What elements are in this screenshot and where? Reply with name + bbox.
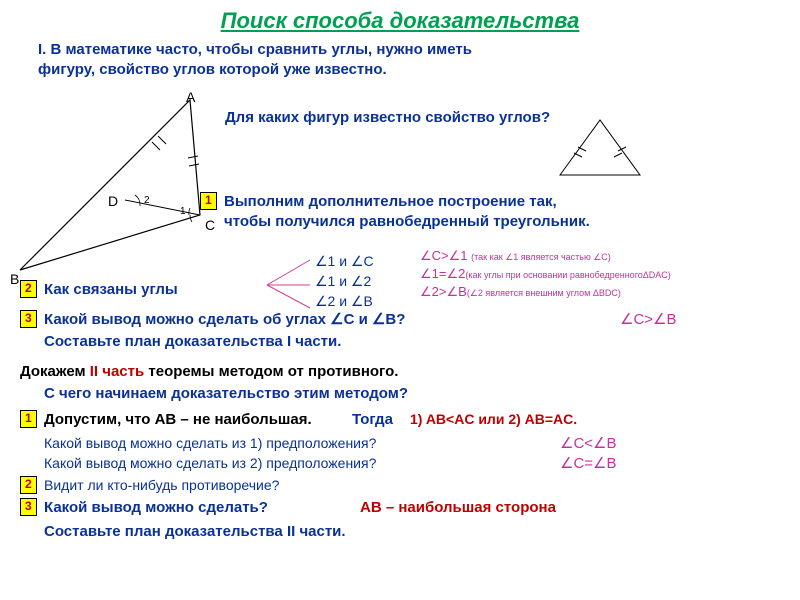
options-text: 1) AB<AC или 2) AB=AC. <box>410 410 577 428</box>
plan-1: Составьте план доказательства I части. <box>44 332 341 352</box>
step-2-num: 2 <box>20 280 37 298</box>
step-1b-text: чтобы получился равнобедренный треугольн… <box>224 212 590 232</box>
step-3-num: 3 <box>20 310 37 328</box>
label-c: C <box>205 216 215 234</box>
conclusion-1: ∠C>∠B <box>620 310 677 330</box>
step-1-text: Выполним дополнительное построение так, <box>224 192 557 212</box>
question-7: Видит ли кто-нибудь противоречие? <box>44 476 279 494</box>
answer-1: ∠C>∠1 (так как ∠1 является частью ∠C) <box>420 248 611 265</box>
assume-1-num: 1 <box>20 410 37 428</box>
part-2-line: Докажем II часть теоремы методом от прот… <box>20 362 398 382</box>
figure-isosceles-triangle <box>540 115 660 195</box>
angle-1-label: 1 <box>180 205 186 218</box>
question-5: Какой вывод можно сделать из 1) предполо… <box>44 434 376 452</box>
answer-6: ∠C=∠B <box>560 454 617 474</box>
label-a: A <box>186 88 195 106</box>
final-answer: AB – наибольшая сторона <box>360 498 556 518</box>
step-3b-num: 3 <box>20 498 37 516</box>
answer-3: ∠2>∠B(∠2 является внешним углом ΔBDC) <box>420 284 621 301</box>
step-2b-num: 2 <box>20 476 37 494</box>
figure-main-triangle <box>0 0 260 300</box>
question-8: Какой вывод можно сделать? <box>44 498 268 518</box>
step-1-num: 1 <box>200 192 217 210</box>
angle-2-label: 2 <box>144 194 150 207</box>
answer-5: ∠C<∠B <box>560 434 617 454</box>
question-6: Какой вывод можно сделать из 2) предполо… <box>44 454 376 472</box>
plan-2: Составьте план доказательства II части. <box>44 522 346 542</box>
assume-text: Допустим, что AB – не наибольшая. <box>44 410 312 430</box>
label-d: D <box>108 192 118 210</box>
then-text: Тогда <box>352 410 393 430</box>
question-4: С чего начинаем доказательство этим мето… <box>44 384 408 404</box>
label-b: B <box>10 270 19 288</box>
question-3: Какой вывод можно сделать об углах ∠C и … <box>44 310 405 330</box>
question-2: Как связаны углы <box>44 280 178 300</box>
answer-2: ∠1=∠2(как углы при основании равнобедрен… <box>420 266 671 283</box>
question-1: Для каких фигур известно свойство углов? <box>225 108 550 128</box>
